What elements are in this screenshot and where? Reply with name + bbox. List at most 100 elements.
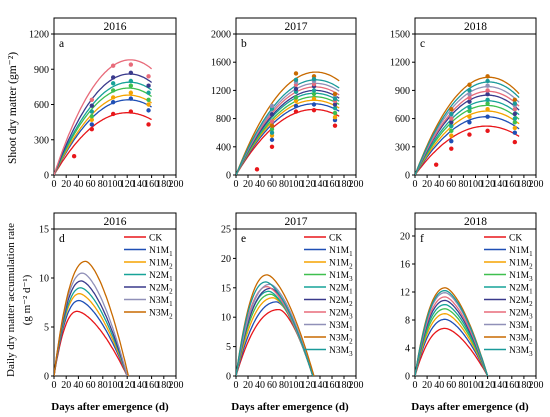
data-point-N2M1	[332, 105, 338, 111]
data-point-N3M3	[449, 111, 454, 117]
xlabel-right: Days after emergence (d)	[411, 401, 529, 413]
x-tick-label: 160	[144, 380, 159, 391]
x-tick-label: 200	[349, 380, 364, 391]
data-point-N1M1	[110, 99, 116, 105]
data-point-N2M2	[269, 112, 275, 117]
series-line-N1M1	[415, 318, 489, 376]
data-point-N1M1	[269, 137, 275, 142]
y-tick-label: 1200	[211, 86, 231, 97]
xlabel-left: Days after emergence (d)	[51, 401, 169, 413]
panel-letter: c	[420, 38, 425, 50]
series-line-N3M2	[54, 260, 130, 376]
x-tick-label: 120	[301, 380, 316, 391]
data-point-N3M2	[293, 71, 299, 76]
x-tick-label: 140	[313, 380, 328, 391]
x-tick-label: 0	[52, 380, 57, 391]
x-tick-label: 80	[279, 179, 289, 190]
panel-title: 2016	[104, 216, 127, 228]
panel-letter: a	[59, 38, 64, 50]
x-tick-label: 40	[255, 380, 265, 391]
data-point-N2M2	[467, 99, 472, 104]
data-point-N1M2	[467, 114, 472, 119]
data-point-CK	[467, 132, 472, 137]
y-tick-label: 10	[221, 313, 231, 324]
data-point-CK	[269, 144, 275, 149]
x-tick-label: 0	[234, 380, 239, 391]
data-point-N1M1	[311, 102, 317, 107]
x-tick-label: 100	[108, 380, 123, 391]
y-tick-label: 5	[44, 323, 49, 334]
legend-label-CK: CK	[149, 234, 162, 244]
data-point-N2M1	[128, 78, 134, 84]
data-point-N2M2	[293, 86, 299, 92]
data-point-N3M2	[449, 107, 454, 112]
series-line-N3M2	[236, 274, 315, 376]
panel-title: 2018	[464, 216, 487, 228]
legend-label-N2M2: N2M2	[509, 296, 533, 308]
panel-letter: d	[59, 233, 65, 245]
x-tick-label: 140	[132, 179, 147, 190]
data-point-N3M2	[332, 91, 338, 97]
data-point-N2M3	[128, 62, 134, 67]
x-tick-label: 60	[86, 380, 96, 391]
data-point-N2M3	[467, 95, 472, 101]
legend-label-N2M3: N2M3	[509, 309, 533, 321]
series-line-N1M2	[236, 99, 340, 175]
data-point-N1M3	[293, 95, 299, 100]
data-point-N3M1	[269, 103, 275, 109]
series-line-N3M3	[236, 79, 340, 175]
series-line-CK	[54, 310, 128, 376]
data-point-N2M3	[485, 88, 490, 93]
data-point-N2M2	[512, 111, 518, 117]
y-tick-label: 900	[395, 86, 410, 97]
panel-title: 2017	[285, 216, 308, 228]
y-tick-label: 800	[216, 114, 231, 125]
data-point-CK	[332, 123, 338, 128]
series-line-N1M2	[54, 94, 152, 175]
y-tick-label: 20	[221, 254, 231, 265]
data-point-N1M2	[332, 114, 338, 120]
legend-label-N3M3: N3M3	[329, 346, 353, 358]
x-tick-label: 20	[61, 380, 71, 391]
legend-label-N1M1: N1M1	[509, 246, 533, 258]
x-tick-label: 180	[337, 380, 352, 391]
legend-label-N3M1: N3M1	[509, 321, 533, 333]
legend-label-N2M1: N2M1	[329, 284, 353, 296]
y-tick-label: 0	[405, 372, 410, 383]
series-line-N1M2	[415, 313, 489, 376]
data-point-N2M3	[512, 107, 518, 112]
data-point-N2M2	[332, 102, 338, 107]
x-tick-label: 120	[480, 179, 495, 190]
data-point-N3M2	[467, 82, 472, 87]
y-tick-label: 15	[39, 225, 49, 236]
x-tick-label: 140	[132, 380, 147, 391]
y-tick-label: 0	[44, 171, 49, 182]
series-line-CK	[54, 112, 152, 175]
data-point-N2M2	[89, 103, 95, 108]
data-point-CK	[485, 128, 490, 134]
data-point-N1M2	[485, 107, 490, 112]
data-point-N1M2	[128, 90, 134, 95]
series-line-N3M1	[236, 82, 340, 175]
plot-area	[236, 274, 315, 376]
plot-area	[54, 59, 153, 175]
x-tick-label: 160	[325, 380, 340, 391]
x-tick-label: 20	[243, 179, 253, 190]
x-tick-label: 120	[301, 179, 316, 190]
series-line-N3M3	[415, 81, 520, 175]
y-tick-label: 1500	[390, 30, 410, 41]
data-point-CK	[512, 139, 518, 145]
data-point-N1M3	[512, 120, 518, 125]
legend-label-N1M2: N1M2	[509, 259, 533, 271]
y-tick-label: 1200	[390, 58, 410, 69]
x-tick-label: 0	[52, 179, 57, 190]
legend-label-N3M1: N3M1	[149, 296, 173, 308]
data-point-N1M2	[89, 117, 95, 122]
panel-title: 2016	[104, 21, 127, 33]
x-tick-label: 180	[156, 380, 171, 391]
data-point-N3M1	[485, 83, 490, 88]
data-point-N3M2	[485, 74, 490, 79]
